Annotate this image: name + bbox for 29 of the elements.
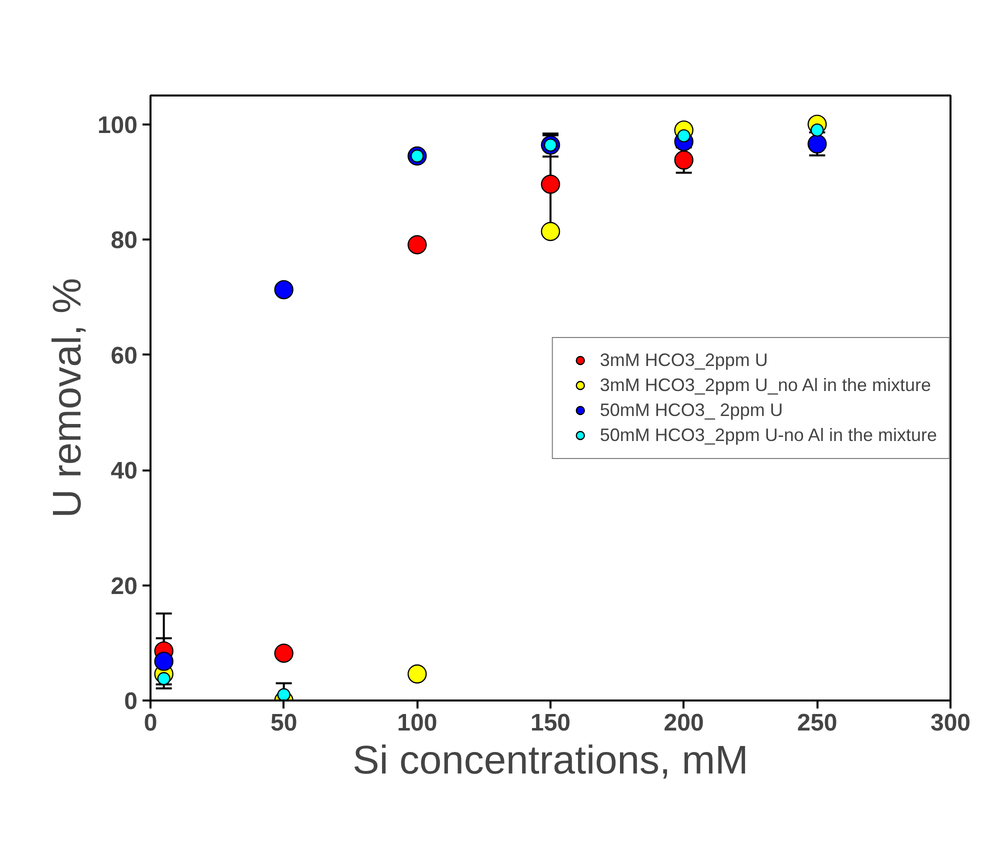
legend-label: 3mM HCO3_2ppm U_no Al in the mixture xyxy=(600,374,931,396)
x-tick-label: 250 xyxy=(797,710,838,736)
legend-label: 50mM HCO3_ 2ppm U xyxy=(600,400,783,420)
legend-label: 50mM HCO3_2ppm U-no Al in the mixture xyxy=(600,424,937,446)
point xyxy=(408,235,427,254)
x-tick-label: 50 xyxy=(270,710,298,736)
point xyxy=(408,664,427,684)
point xyxy=(674,150,694,170)
y-tick-label: 40 xyxy=(110,458,138,485)
legend-label: 3mM HCO3_2ppm U xyxy=(600,350,768,370)
x-tick-label: 0 xyxy=(144,710,158,736)
x-axis-title: Si concentrations, mM xyxy=(352,738,748,782)
point xyxy=(277,688,290,700)
y-tick-label: 20 xyxy=(110,572,138,600)
x-tick-label: 150 xyxy=(530,710,571,736)
point xyxy=(274,280,294,300)
point xyxy=(540,222,560,242)
y-tick-label: 80 xyxy=(110,227,138,254)
point xyxy=(274,644,294,663)
y-tick-label: 100 xyxy=(97,112,138,139)
point xyxy=(154,652,174,671)
y-axis-title: U removal, % xyxy=(45,278,90,518)
x-tick-label: 300 xyxy=(930,710,971,736)
point xyxy=(808,134,827,154)
x-tick-label: 100 xyxy=(397,710,438,736)
y-tick-label: 0 xyxy=(124,688,138,715)
point xyxy=(540,174,560,194)
x-tick-label: 200 xyxy=(664,710,704,736)
y-tick-label: 60 xyxy=(110,342,138,370)
